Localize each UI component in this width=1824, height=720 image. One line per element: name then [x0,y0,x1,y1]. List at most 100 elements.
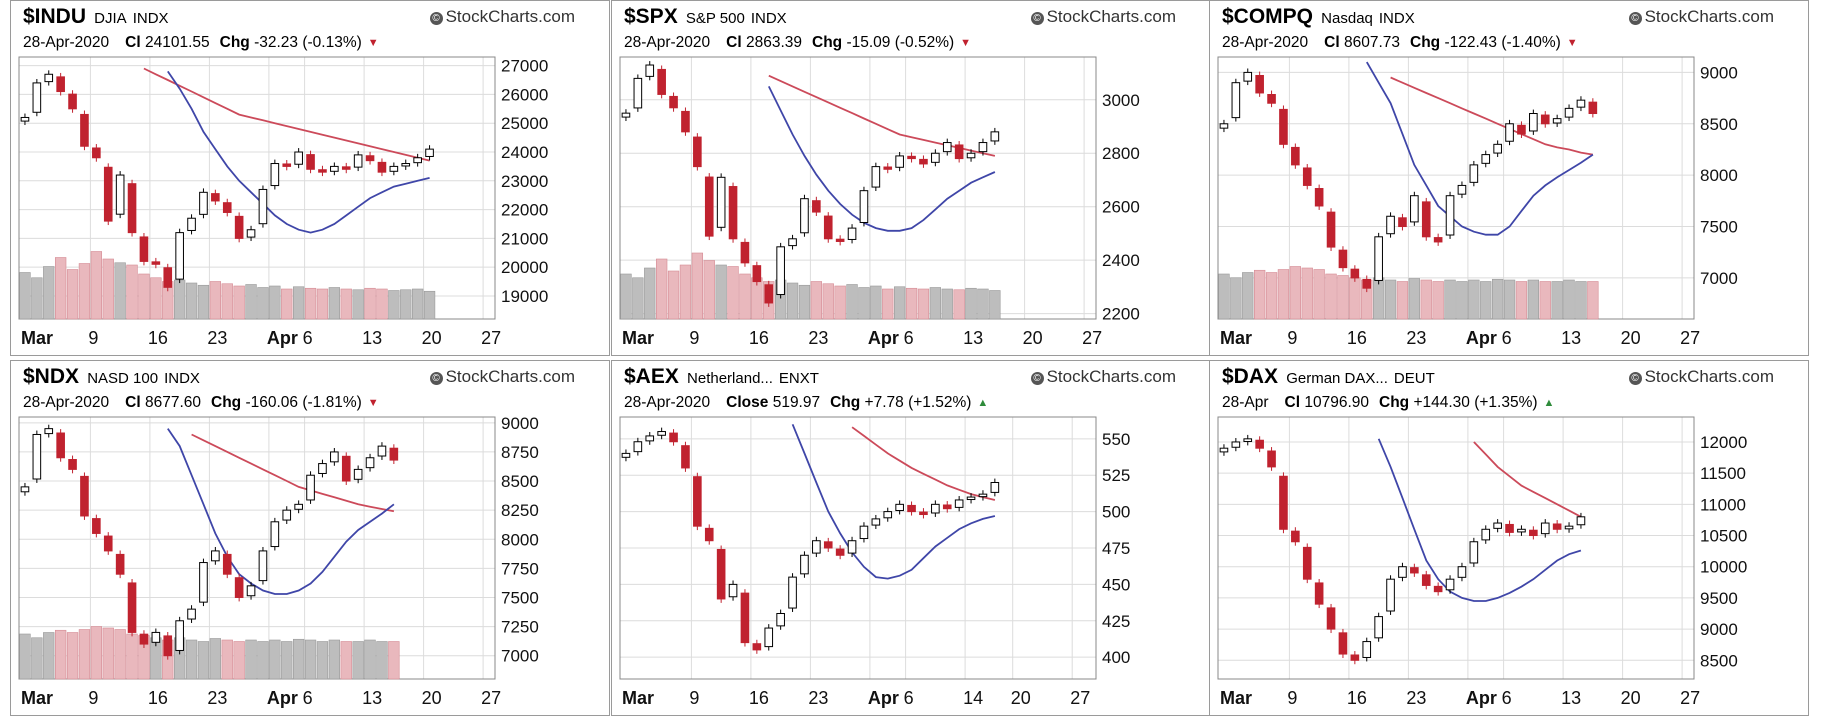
volume-bar [281,288,293,320]
x-tick-label: 20 [422,328,442,348]
candle [92,514,101,538]
volume-bar [1480,281,1492,320]
volume-bar [1396,281,1409,320]
candle [44,70,54,86]
candle [258,185,268,228]
volume-bar [19,272,31,320]
candle [56,72,65,96]
price-chart: 2200 2400 2600 2800 3000 Mar 9 16 23 Apr 6 13 20 27 [619,56,1140,348]
x-tick-label: 9 [689,328,699,348]
candle [151,257,161,269]
candle [175,616,184,655]
x-tick-label: Apr [267,688,298,708]
candle [1457,562,1467,582]
candle [365,453,375,472]
volume-bar [917,288,930,320]
candle [764,624,774,651]
quote-date: 28-Apr-2020 [23,34,110,51]
candle [1267,90,1276,108]
candle [835,545,845,560]
candle [1517,121,1526,138]
volume-bar [977,288,989,320]
candle [56,429,65,462]
volume-bar [1301,267,1313,320]
candle [1314,184,1324,210]
candle [633,437,643,456]
x-tick-label: 9 [88,328,98,348]
y-tick-label: 9000 [501,414,539,433]
volume-bar [411,288,424,320]
candle [942,138,952,156]
y-tick-label: 7000 [1700,269,1738,288]
y-tick-label: 7250 [501,618,539,637]
volume-bar [679,264,692,320]
candle [163,631,173,660]
volume-bar [54,257,67,320]
candle [270,159,280,190]
candle [704,173,714,241]
volume-bar [691,252,704,320]
candle [80,110,89,151]
candle [377,158,387,177]
candle [919,155,928,168]
volume-bar [316,288,329,320]
candle [633,74,643,112]
y-tick-label: 8500 [501,472,539,491]
chg-value: -32.23 (-0.13%) [249,34,362,51]
moving-average-fast [1366,61,1594,236]
x-tick-label: 23 [808,688,828,708]
candle [681,107,690,136]
candle [211,189,220,205]
chart-panel: $COMPQ Nasdaq INDX © StockCharts.com 28-Apr-… [1209,0,1809,356]
chart-symbol: $AEX [624,365,679,388]
quote-date: 28-Apr-2020 [23,394,110,411]
candle [1410,191,1419,226]
y-tick-label: 8750 [501,443,539,462]
candle [776,242,785,299]
chg-label: Chg [1379,394,1410,411]
y-tick-label: 425 [1102,612,1130,631]
candle [68,455,77,474]
candle [20,482,30,496]
candle [1576,96,1586,112]
volume-bar [66,269,79,320]
candle [1493,519,1502,533]
volume-bar [739,273,751,320]
volume-bar [929,287,942,320]
candle [728,580,738,601]
plot-frame [1217,416,1695,680]
volume-bar [846,284,858,320]
volume-bar [31,277,43,320]
chart-symbol: $SPX [624,5,678,28]
quote-date: 28-Apr-2020 [1222,34,1309,51]
volume-bar [632,277,644,320]
close-value: 24101.55 [140,34,210,51]
candle [365,151,375,165]
candle [1552,520,1562,534]
volume-bar [376,641,388,680]
x-tick-label: 16 [1347,328,1367,348]
x-tick-label: Apr [868,688,899,708]
candle [871,514,881,530]
candle [1279,472,1288,534]
volume-bar [989,290,1001,320]
volume-bar [400,289,412,320]
y-tick-label: 550 [1102,430,1130,449]
candle [812,536,821,558]
volume-bar [423,290,436,320]
candle [199,558,208,607]
x-tick-label: Mar [1220,688,1252,708]
volume-bar [114,262,126,320]
candle [318,459,327,478]
close-label: Cl [1324,34,1340,51]
candle [1421,570,1431,590]
y-tick-label: 11500 [1700,464,1746,483]
chart-name: Netherland... [682,370,773,387]
chg-value: -15.09 (-0.52%) [842,34,955,51]
source-text: StockCharts.com [445,7,575,26]
volume-bar [102,627,114,680]
y-tick-label: 9500 [1700,589,1738,608]
candle [1552,114,1562,127]
candle [942,501,952,513]
x-tick-label: 13 [963,328,983,348]
